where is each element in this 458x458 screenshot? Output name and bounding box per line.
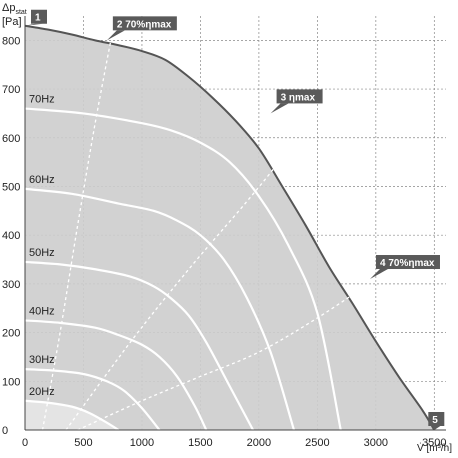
speed-label-40hz: 40Hz <box>29 305 55 317</box>
operating-area <box>24 24 436 431</box>
marker-3: 3 ηmax <box>270 89 323 114</box>
axes: 0 100 200 300 400 500 600 700 800 0 500 1000 1500 200… <box>2 16 447 449</box>
x-axis-label: V̇ [m³/h] <box>417 441 452 454</box>
x-tick-label: 1000 <box>130 437 154 449</box>
marker-pointer <box>270 103 289 114</box>
efficiency-lines <box>41 30 377 431</box>
marker-pointer <box>106 30 125 41</box>
y-tick-label: 100 <box>2 376 20 388</box>
x-tick-label: 500 <box>74 437 92 449</box>
x-tick-label: 3500 <box>422 437 446 449</box>
envelope-area <box>25 25 435 430</box>
x-tick-label: 3000 <box>364 437 388 449</box>
y-axis-subscript: stat <box>15 9 26 16</box>
y-tick-label: 600 <box>2 133 20 145</box>
x-tick-label: 2000 <box>247 437 271 449</box>
speed-curve-70hz <box>24 107 342 431</box>
y-tick-label: 700 <box>2 84 20 96</box>
speed-label-50hz: 50Hz <box>29 247 55 259</box>
marker-label: 1 <box>35 13 41 24</box>
marker-label: 4 70%ηmax <box>380 258 435 269</box>
y-tick-label: 500 <box>2 181 20 193</box>
marker-1: 1 <box>25 9 47 26</box>
y-tick-label: 200 <box>2 328 20 340</box>
marker-label: 5 <box>432 415 438 426</box>
speed-curve-50hz <box>24 260 255 431</box>
marker-box <box>276 89 323 104</box>
y-tick-label: 300 <box>2 279 20 291</box>
marker-box <box>112 16 177 31</box>
marker-2: 2 70%ηmax <box>106 16 177 41</box>
y-axis-symbol: Δp <box>2 2 15 14</box>
efficiency-line-3 <box>77 278 377 431</box>
efficiency-line-2 <box>65 115 310 431</box>
speed-curve-60hz <box>24 187 296 431</box>
marker-box <box>31 9 47 24</box>
speed-curve-40hz <box>24 319 208 431</box>
marker-box <box>428 412 445 426</box>
marker-pointer <box>25 23 43 26</box>
speed-curves: 70Hz 60Hz 50Hz 40Hz 30Hz 20Hz <box>24 94 342 431</box>
envelope-curve <box>24 24 436 431</box>
marker-label: 3 ηmax <box>281 92 316 103</box>
x-tick-label: 0 <box>22 437 28 449</box>
speed-label-70hz: 70Hz <box>29 94 55 106</box>
y-tick-label: 800 <box>2 35 20 47</box>
y-tick-label: 0 <box>2 425 8 437</box>
x-tick-label: 1500 <box>188 437 212 449</box>
y-axis-unit: [Pa] <box>2 16 22 28</box>
y-axis-label: Δpstat <box>2 2 27 16</box>
x-tick-label: 2500 <box>305 437 329 449</box>
low-speed-area <box>25 400 119 430</box>
speed-label-60hz: 60Hz <box>29 174 55 186</box>
marker-5: 5 <box>428 412 445 430</box>
marker-pointer <box>432 426 441 430</box>
marker-box <box>375 255 440 270</box>
marker-label: 2 70%ηmax <box>117 19 172 30</box>
marker-4: 4 70%ηmax <box>369 255 440 280</box>
speed-label-20hz: 20Hz <box>29 386 55 398</box>
marker-pointer <box>369 269 388 280</box>
speed-curve-30hz <box>24 368 161 431</box>
y-tick-label: 400 <box>2 230 20 242</box>
markers: 1 2 70%ηmax 3 ηmax 4 70%ηmax 5 <box>25 9 445 430</box>
speed-label-30hz: 30Hz <box>29 354 55 366</box>
